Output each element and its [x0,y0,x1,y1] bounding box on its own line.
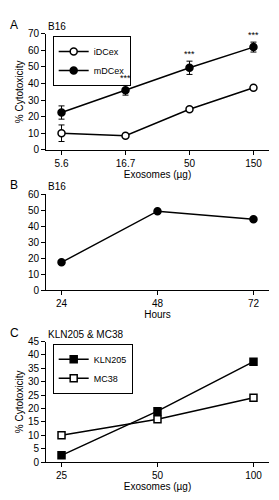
svg-text:10: 10 [28,269,40,280]
svg-text:***: *** [120,73,131,83]
svg-text:45: 45 [28,336,40,347]
svg-text:60: 60 [28,45,40,56]
svg-text:iDCex: iDCex [94,47,119,57]
svg-text:B16: B16 [48,181,66,192]
svg-text:% Cytotoxicity: % Cytotoxicity [14,370,25,433]
svg-text:35: 35 [28,363,40,374]
svg-text:30: 30 [28,376,40,387]
svg-text:10: 10 [28,128,40,139]
svg-text:KLN205 & MC38: KLN205 & MC38 [48,329,123,340]
svg-text:A: A [10,18,18,32]
svg-text:B16: B16 [48,21,66,32]
svg-text:48: 48 [152,298,164,309]
svg-text:0: 0 [33,144,39,155]
svg-text:20: 20 [28,111,40,122]
svg-text:C: C [10,326,19,340]
svg-text:25: 25 [28,390,40,401]
svg-text:0: 0 [33,285,39,296]
svg-text:20: 20 [28,253,40,264]
svg-text:40: 40 [28,221,40,232]
svg-text:50: 50 [152,470,164,481]
svg-text:25: 25 [56,470,68,481]
svg-text:30: 30 [28,237,40,248]
svg-text:30: 30 [28,95,40,106]
svg-text:60: 60 [28,189,40,200]
svg-text:***: *** [248,30,259,40]
svg-text:15: 15 [28,416,40,427]
svg-text:50: 50 [184,158,196,169]
svg-text:24: 24 [56,298,68,309]
svg-text:MC38: MC38 [94,374,118,384]
svg-text:16.7: 16.7 [116,158,136,169]
svg-text:70: 70 [28,28,40,39]
svg-text:40: 40 [28,349,40,360]
svg-text:KLN205: KLN205 [94,355,127,365]
svg-text:5: 5 [33,443,39,454]
svg-text:20: 20 [28,403,40,414]
svg-text:mDCex: mDCex [94,66,125,76]
svg-text:% Cytotoxicity: % Cytotoxicity [14,60,25,123]
svg-text:40: 40 [28,78,40,89]
svg-text:72: 72 [248,298,260,309]
svg-text:150: 150 [245,158,262,169]
svg-text:5.6: 5.6 [55,158,69,169]
svg-text:Hours: Hours [144,309,171,320]
svg-text:B: B [10,178,18,192]
svg-text:100: 100 [245,470,262,481]
svg-text:10: 10 [28,430,40,441]
svg-text:Exosomes (µg): Exosomes (µg) [124,481,191,492]
svg-text:0: 0 [33,457,39,468]
svg-text:50: 50 [28,205,40,216]
svg-text:***: *** [184,49,195,59]
svg-text:Exosomes (µg): Exosomes (µg) [124,169,191,180]
svg-text:50: 50 [28,61,40,72]
